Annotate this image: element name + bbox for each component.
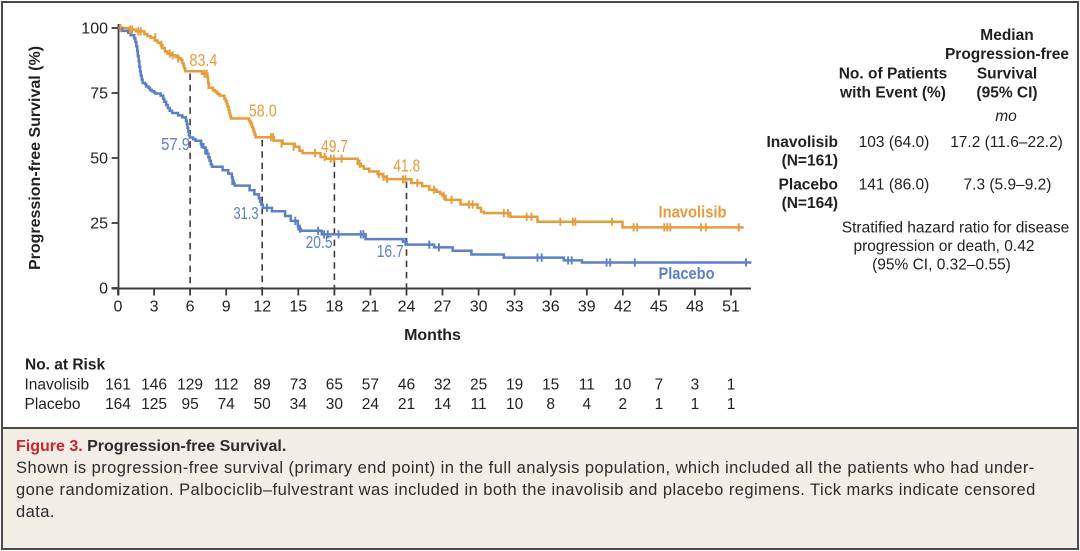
svg-text:18: 18 (326, 299, 344, 316)
svg-text:(N=164): (N=164) (782, 195, 838, 212)
svg-text:with Event (%): with Event (%) (839, 85, 946, 102)
svg-text:19: 19 (506, 377, 523, 394)
svg-text:164: 164 (105, 396, 131, 413)
svg-text:39: 39 (578, 299, 596, 316)
svg-text:16.7: 16.7 (377, 241, 404, 261)
svg-text:15: 15 (542, 377, 559, 394)
svg-text:83.4: 83.4 (189, 50, 217, 70)
svg-text:45: 45 (650, 299, 668, 316)
svg-text:24: 24 (362, 396, 380, 413)
svg-text:24: 24 (398, 299, 416, 316)
svg-text:Survival: Survival (977, 66, 1037, 83)
svg-text:Placebo: Placebo (25, 396, 81, 413)
svg-text:No. of Patients: No. of Patients (839, 66, 948, 83)
svg-text:progression or death, 0.42: progression or death, 0.42 (854, 238, 1035, 255)
svg-text:1: 1 (655, 396, 664, 413)
svg-text:0: 0 (99, 281, 108, 298)
svg-text:49.7: 49.7 (321, 136, 348, 156)
svg-text:Inavolisib: Inavolisib (659, 203, 727, 222)
svg-text:161: 161 (105, 377, 131, 394)
svg-text:Months: Months (404, 327, 461, 344)
svg-text:141 (86.0): 141 (86.0) (859, 176, 930, 193)
svg-text:46: 46 (398, 377, 415, 394)
svg-text:100: 100 (81, 21, 108, 38)
svg-text:11: 11 (579, 377, 595, 394)
svg-text:Stratified hazard ratio for di: Stratified hazard ratio for disease (842, 220, 1069, 237)
svg-text:mo: mo (995, 108, 1017, 125)
svg-text:14: 14 (434, 396, 452, 413)
svg-text:2: 2 (618, 396, 627, 413)
svg-text:89: 89 (254, 377, 271, 394)
svg-text:6: 6 (186, 299, 195, 316)
svg-text:7.3 (5.9–9.2): 7.3 (5.9–9.2) (964, 176, 1052, 193)
svg-text:58.0: 58.0 (249, 101, 277, 121)
svg-text:30: 30 (470, 299, 488, 316)
svg-text:17.2 (11.6–22.2): 17.2 (11.6–22.2) (950, 134, 1063, 151)
svg-text:25: 25 (90, 216, 108, 233)
svg-text:Progression-free Survival (%): Progression-free Survival (%) (27, 46, 44, 270)
svg-text:0: 0 (114, 299, 123, 316)
svg-text:11: 11 (471, 396, 487, 413)
svg-text:8: 8 (546, 396, 555, 413)
svg-text:Inavolisib: Inavolisib (767, 134, 839, 151)
svg-text:1: 1 (727, 377, 736, 394)
svg-text:103 (64.0): 103 (64.0) (859, 134, 930, 151)
svg-text:21: 21 (362, 299, 380, 316)
svg-text:Progression-free: Progression-free (945, 46, 1069, 63)
svg-text:57: 57 (362, 377, 379, 394)
svg-text:34: 34 (290, 396, 308, 413)
svg-text:125: 125 (141, 396, 167, 413)
svg-text:41.8: 41.8 (393, 156, 420, 176)
svg-text:65: 65 (326, 377, 343, 394)
svg-text:74: 74 (218, 396, 236, 413)
svg-text:30: 30 (326, 396, 344, 413)
svg-text:No. at Risk: No. at Risk (25, 357, 105, 374)
svg-text:51: 51 (722, 299, 740, 316)
svg-text:Inavolisib: Inavolisib (25, 377, 90, 394)
svg-text:(95% CI): (95% CI) (976, 85, 1037, 102)
svg-text:1: 1 (727, 396, 736, 413)
svg-text:1: 1 (691, 396, 700, 413)
svg-text:31.3: 31.3 (234, 203, 259, 223)
svg-text:33: 33 (506, 299, 524, 316)
svg-text:50: 50 (90, 151, 108, 168)
svg-text:73: 73 (290, 377, 307, 394)
svg-text:4: 4 (582, 396, 591, 413)
svg-text:50: 50 (254, 396, 272, 413)
svg-text:(N=161): (N=161) (782, 152, 838, 169)
svg-text:112: 112 (214, 377, 239, 394)
svg-text:146: 146 (141, 377, 167, 394)
svg-text:129: 129 (177, 377, 203, 394)
svg-text:57.9: 57.9 (161, 134, 190, 154)
svg-text:32: 32 (434, 377, 451, 394)
svg-text:15: 15 (289, 299, 307, 316)
svg-text:Median: Median (980, 27, 1033, 44)
svg-text:7: 7 (655, 377, 664, 394)
svg-text:Placebo: Placebo (779, 176, 838, 193)
svg-text:3: 3 (150, 299, 159, 316)
svg-text:21: 21 (398, 396, 415, 413)
svg-text:3: 3 (691, 377, 700, 394)
svg-text:48: 48 (686, 299, 704, 316)
svg-text:75: 75 (90, 86, 108, 103)
svg-text:36: 36 (542, 299, 560, 316)
svg-text:10: 10 (614, 377, 632, 394)
svg-text:10: 10 (506, 396, 524, 413)
svg-text:25: 25 (470, 377, 487, 394)
svg-text:95: 95 (181, 396, 198, 413)
svg-text:42: 42 (614, 299, 632, 316)
svg-text:9: 9 (222, 299, 231, 316)
svg-text:27: 27 (434, 299, 452, 316)
svg-text:Placebo: Placebo (659, 264, 715, 283)
svg-text:20.5: 20.5 (306, 232, 333, 252)
svg-text:12: 12 (253, 299, 271, 316)
svg-text:(95% CI, 0.32–0.55): (95% CI, 0.32–0.55) (872, 257, 1011, 274)
